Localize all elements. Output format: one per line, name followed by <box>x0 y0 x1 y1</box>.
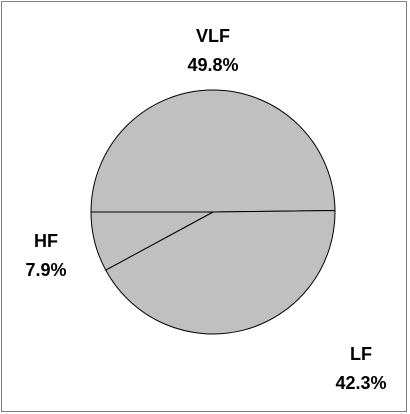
pie-slice <box>90 211 214 271</box>
slice-label: VLF <box>196 26 230 46</box>
slice-label: LF <box>350 344 372 364</box>
slice-value-label: 7.9% <box>25 260 66 280</box>
slice-value-label: 42.3% <box>335 373 386 393</box>
slice-value-label: 49.8% <box>187 55 238 75</box>
slice-label: HF <box>34 231 58 251</box>
pie-slice <box>90 89 336 213</box>
pie-slice <box>105 209 336 335</box>
